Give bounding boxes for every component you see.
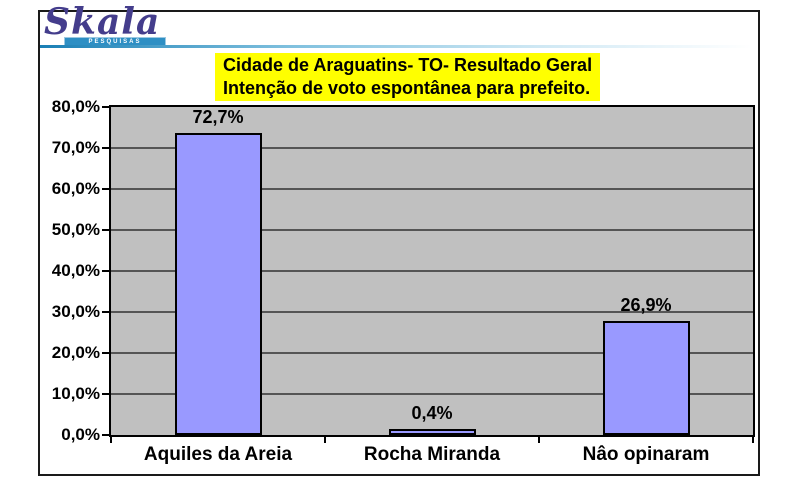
chart-title-line2: Intenção de voto espontânea para prefeit… (223, 78, 591, 98)
y-axis-tick-mark (102, 434, 109, 436)
y-axis-tick-mark (102, 311, 109, 313)
y-axis-tick-label: 10,0% (51, 384, 100, 403)
bar-value-label: 72,7% (192, 106, 244, 127)
skala-logo: Skala PESQUISAS (44, 1, 184, 47)
gridline-20 (111, 352, 753, 354)
plot-area: 72,7% 0,4% 26,9% (109, 105, 755, 437)
y-axis-tick-mark (102, 352, 109, 354)
bar-value-label: 26,9% (620, 294, 672, 315)
y-axis-tick-label: 60,0% (51, 179, 100, 198)
y-axis-tick-label: 50,0% (51, 220, 100, 239)
x-axis-category-label: Aquiles da Areia (143, 444, 293, 465)
y-axis-tick-label: 30,0% (51, 302, 100, 321)
gridline-70 (111, 147, 753, 149)
y-axis-tick-label: 70,0% (51, 138, 100, 157)
bar-3 (602, 320, 690, 435)
gridline-50 (111, 229, 753, 231)
x-axis-category-label: Rocha Miranda (363, 444, 501, 465)
x-axis-tick-mark (324, 437, 326, 443)
y-axis-tick-label: 20,0% (51, 343, 100, 362)
x-axis-tick-mark (538, 437, 540, 443)
x-axis-category-label: Nâo opinaram (582, 444, 710, 465)
y-axis-tick-mark (102, 106, 109, 108)
chart-title-line1: Cidade de Araguatins- TO- Resultado Gera… (223, 55, 593, 75)
y-axis-tick-mark (102, 188, 109, 190)
gridline-10 (111, 393, 753, 395)
x-axis-tick-mark (752, 437, 754, 443)
header-divider-rule (40, 45, 752, 48)
gridline-30 (111, 311, 753, 313)
y-axis-tick-mark (102, 147, 109, 149)
y-axis-tick-mark (102, 393, 109, 395)
bar-2 (388, 429, 476, 435)
gridline-40 (111, 270, 753, 272)
skala-logo-wordmark: Skala (44, 1, 161, 43)
chart-title: Cidade de Araguatins- TO- Resultado Gera… (215, 53, 601, 101)
y-axis-tick-label: 40,0% (51, 261, 100, 280)
y-axis-tick-label: 80,0% (51, 97, 100, 116)
bar-value-label: 0,4% (411, 403, 453, 424)
y-axis-tick-mark (102, 229, 109, 231)
y-axis-tick-mark (102, 270, 109, 272)
gridline-60 (111, 188, 753, 190)
bar-1 (174, 132, 262, 435)
x-axis-tick-mark (110, 437, 112, 443)
y-axis-tick-label: 0,0% (61, 425, 100, 444)
